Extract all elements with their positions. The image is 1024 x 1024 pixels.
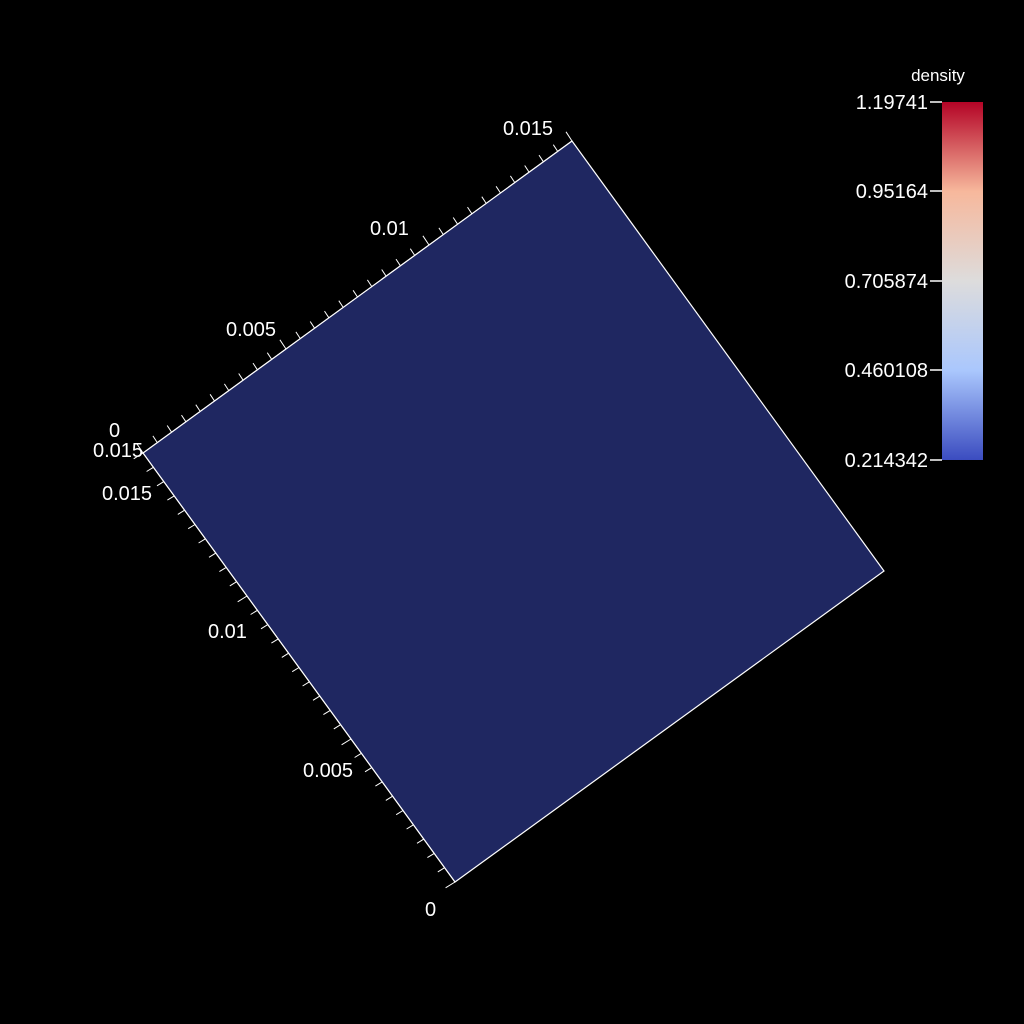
axis-minor-tick (395, 258, 401, 267)
axis-minor-tick (467, 206, 473, 215)
axis-minor-tick (524, 165, 530, 173)
axis-minor-tick (416, 838, 425, 844)
axis-minor-tick (281, 652, 289, 658)
axis-minor-tick (323, 709, 331, 716)
axis-minor-tick (354, 752, 362, 758)
left-axis-label-0.005: 0.005 (303, 760, 353, 782)
axis-minor-tick (209, 394, 215, 402)
axis-minor-tick (481, 196, 487, 204)
axis-minor-tick (195, 404, 201, 412)
left-axis-label-0.015: 0.015 (102, 483, 152, 505)
axis-minor-tick (375, 781, 383, 787)
axis-major-tick (133, 452, 144, 460)
axis-minor-tick (438, 227, 444, 235)
axis-minor-tick (338, 300, 344, 308)
upper-axis-label-0: 0 (109, 420, 120, 442)
axis-major-tick (422, 235, 430, 246)
upper-axis-label-0.01: 0.01 (370, 218, 409, 240)
axis-major-tick (136, 443, 144, 454)
axis-major-tick (565, 131, 573, 142)
upper-axis-label-0.015: 0.015 (503, 118, 553, 140)
upper-axis-ticks (136, 131, 573, 454)
axis-minor-tick (223, 383, 230, 391)
axis-minor-tick (495, 186, 501, 194)
axis-minor-tick (238, 373, 244, 381)
axis-minor-tick (177, 509, 185, 515)
axis-major-tick (279, 339, 287, 350)
axis-minor-tick (167, 495, 175, 501)
axis-minor-tick (364, 767, 373, 773)
axis-minor-tick (146, 466, 154, 472)
axis-minor-tick (219, 566, 227, 573)
axis-major-tick (341, 738, 352, 746)
axis-minor-tick (324, 310, 330, 319)
axis-minor-tick (187, 524, 196, 530)
upper-axis-label-0.005: 0.005 (226, 319, 276, 341)
axis-major-tick (445, 881, 456, 889)
axis-minor-tick (333, 724, 341, 730)
axis-minor-tick (406, 824, 414, 830)
axis-minor-tick (302, 681, 310, 687)
axis-minor-tick (366, 279, 373, 287)
colorbar-label-2: 0.95164 (856, 181, 928, 203)
axis-minor-tick (437, 867, 445, 873)
left-axis-end-label: 0.015 (93, 440, 143, 462)
axis-minor-tick (152, 435, 158, 443)
axis-minor-tick (509, 175, 516, 183)
axis-minor-tick (252, 362, 258, 371)
axis-minor-tick (271, 638, 279, 644)
colorbar-label-3: 0.705874 (845, 271, 928, 293)
axis-minor-tick (352, 290, 358, 298)
left-axis-label-0: 0 (425, 899, 436, 921)
axis-minor-tick (208, 552, 217, 558)
color-legend: density 1.19741 0.95164 0.705874 0.46010… (845, 66, 983, 472)
axis-minor-tick (291, 667, 300, 673)
colorbar-label-4: 0.460108 (845, 360, 928, 382)
axis-minor-tick (260, 624, 269, 630)
axis-minor-tick (427, 852, 435, 859)
colorbar-label-max: 1.19741 (856, 92, 928, 114)
axis-minor-tick (266, 352, 273, 360)
axis-minor-tick (181, 414, 187, 423)
axis-minor-tick (538, 154, 544, 163)
axis-minor-tick (156, 481, 165, 487)
colorbar-gradient (942, 102, 983, 460)
axis-minor-tick (295, 331, 301, 339)
axis-minor-tick (552, 144, 559, 152)
colorbar-label-min: 0.214342 (845, 450, 928, 472)
axis-major-tick (237, 595, 248, 603)
left-axis-ticks (133, 452, 456, 889)
axis-minor-tick (229, 581, 237, 587)
axis-minor-tick (395, 810, 404, 816)
axis-minor-tick (309, 321, 316, 329)
axis-minor-tick (250, 609, 258, 615)
axis-minor-tick (452, 217, 459, 225)
axis-minor-tick (198, 538, 206, 544)
colorbar-title: density (911, 66, 965, 85)
axis-minor-tick (312, 695, 321, 701)
axis-minor-tick (409, 248, 416, 256)
axis-minor-tick (381, 269, 387, 277)
axis-minor-tick (385, 795, 393, 801)
left-axis-label-0.01: 0.01 (208, 621, 247, 643)
axis-minor-tick (166, 425, 173, 433)
